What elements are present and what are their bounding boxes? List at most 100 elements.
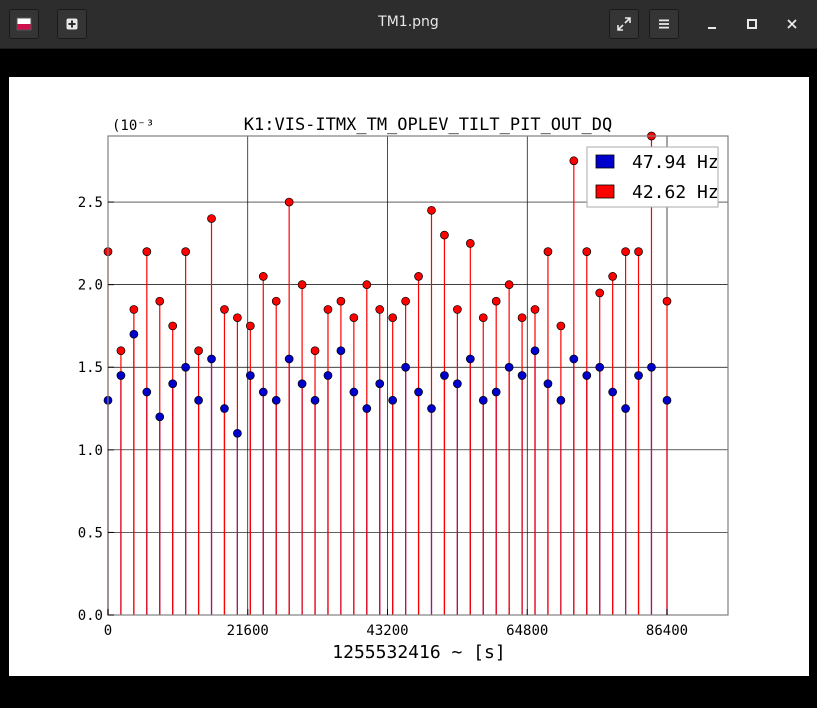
maximize-button[interactable]: [737, 9, 767, 39]
series-42-62hz-point: [245, 321, 255, 331]
series-42-62hz-point: [142, 247, 152, 256]
hamburger-menu-icon: [659, 19, 669, 29]
series-42-62hz-point: [465, 239, 475, 248]
series-42-62hz-point: [220, 305, 229, 314]
series-47-94hz-point: [478, 395, 488, 405]
y-tick-label: 2.0: [78, 278, 103, 294]
x-tick-label: 86400: [646, 623, 688, 639]
new-tab-button[interactable]: [57, 9, 87, 39]
x-tick-label: 0: [104, 623, 112, 639]
series-47-94hz-point: [362, 404, 372, 413]
series-42-62hz-point: [388, 313, 398, 323]
legend-label-47-94hz: 47.94 Hz: [632, 152, 719, 173]
title-bar: TM1.png: [0, 0, 817, 49]
series-42-62hz-point: [401, 296, 410, 306]
y-multiplier: (10⁻³: [112, 118, 154, 134]
legend-swatch-47-94hz: [595, 154, 615, 169]
series-42-62hz-stems: [107, 136, 668, 615]
minimize-button[interactable]: [697, 9, 727, 39]
x-tick-label: 64800: [506, 623, 548, 639]
series-47-94hz-point: [634, 371, 643, 380]
series-47-94hz-point: [245, 371, 255, 380]
series-42-62hz-point: [362, 280, 372, 290]
series-47-94hz-point: [271, 395, 281, 405]
series-47-94hz-point: [155, 412, 165, 422]
series-47-94hz-point: [129, 329, 139, 339]
y-tick-label: 1.0: [78, 443, 103, 459]
series-47-94hz-point: [375, 379, 385, 389]
chart: K1:VIS-ITMX_TM_OPLEV_TILT_PIT_OUT_DQ (10…: [9, 77, 809, 676]
series-47-94hz-point: [323, 371, 333, 380]
series-47-94hz-point: [336, 346, 346, 356]
series-47-94hz-point: [440, 371, 449, 380]
series-42-62hz-point: [491, 296, 501, 306]
series-42-62hz-point: [194, 346, 203, 356]
series-42-62hz-point: [375, 305, 385, 314]
series-47-94hz-point: [608, 387, 618, 397]
series-47-94hz-point: [414, 387, 423, 397]
window-title: TM1.png: [378, 14, 439, 30]
series-47-94hz-point: [220, 404, 229, 413]
expand-arrows-icon: [617, 17, 631, 31]
menu-button[interactable]: [649, 9, 679, 39]
series-42-62hz-point: [427, 205, 436, 215]
image-app-icon[interactable]: [9, 9, 39, 39]
plus-square-icon: [66, 18, 78, 30]
series-42-62hz-point: [233, 313, 242, 323]
series-42-62hz-point: [530, 305, 540, 314]
x-axis-label: 1255532416 ~ [s]: [332, 642, 505, 663]
series-47-94hz-point: [453, 379, 462, 389]
series-42-62hz-point: [662, 296, 672, 306]
series-47-94hz-point: [491, 387, 501, 397]
series-47-94hz-point: [297, 379, 307, 389]
series-47-94hz-point: [401, 362, 410, 372]
series-42-62hz-point: [517, 313, 527, 323]
chart-title: K1:VIS-ITMX_TM_OPLEV_TILT_PIT_OUT_DQ: [244, 115, 612, 135]
series-47-94hz-point: [595, 362, 605, 372]
series-42-62hz-point: [297, 280, 307, 290]
legend-label-42-62hz: 42.62 Hz: [632, 182, 719, 203]
series-47-94hz-point: [427, 404, 436, 413]
series-47-94hz-point: [142, 387, 152, 397]
series-42-62hz-point: [116, 346, 126, 356]
y-tick-label: 0.0: [78, 608, 103, 624]
maximize-icon: [747, 19, 757, 29]
x-tick-label: 21600: [227, 623, 269, 639]
x-axis: 0 21600 43200 64800 86400: [104, 609, 688, 639]
y-tick-label: 2.5: [78, 195, 103, 211]
series-42-62hz-point: [181, 247, 190, 256]
series-42-62hz-point: [323, 305, 333, 314]
series-42-62hz-point: [129, 305, 139, 314]
series-42-62hz-point: [168, 321, 178, 331]
series-42-62hz-point: [608, 272, 618, 281]
series-47-94hz-point: [582, 371, 592, 380]
series-42-62hz-points: [103, 131, 672, 356]
fullscreen-button[interactable]: [609, 9, 639, 39]
series-42-62hz-point: [478, 313, 488, 323]
series-47-94hz-point: [543, 379, 553, 389]
series-47-94hz-point: [349, 387, 359, 397]
series-47-94hz-point: [556, 395, 566, 405]
series-42-62hz-point: [284, 197, 294, 207]
series-42-62hz-point: [310, 346, 320, 356]
series-42-62hz-point: [634, 247, 643, 256]
series-42-62hz-point: [207, 214, 216, 223]
series-42-62hz-point: [258, 272, 268, 281]
series-47-94hz-point: [207, 354, 216, 364]
series-42-62hz-point: [556, 321, 566, 331]
series-47-94hz-point: [504, 362, 514, 372]
y-axis: 0.0 0.5 1.0 1.5 2.0 2.5: [78, 195, 114, 624]
series-47-94hz-point: [181, 362, 190, 372]
legend: 47.94 Hz 42.62 Hz: [586, 146, 719, 208]
series-42-62hz-point: [543, 247, 553, 256]
series-47-94hz-point: [621, 404, 630, 413]
series-42-62hz-point: [621, 247, 630, 256]
series-47-94hz-point: [168, 379, 178, 389]
close-button[interactable]: [777, 9, 807, 39]
series-47-94hz-point: [662, 395, 672, 405]
series-47-94hz-point: [647, 362, 656, 372]
y-tick-label: 0.5: [78, 525, 103, 541]
series-47-94hz-point: [569, 354, 579, 364]
series-42-62hz-point: [504, 280, 514, 290]
